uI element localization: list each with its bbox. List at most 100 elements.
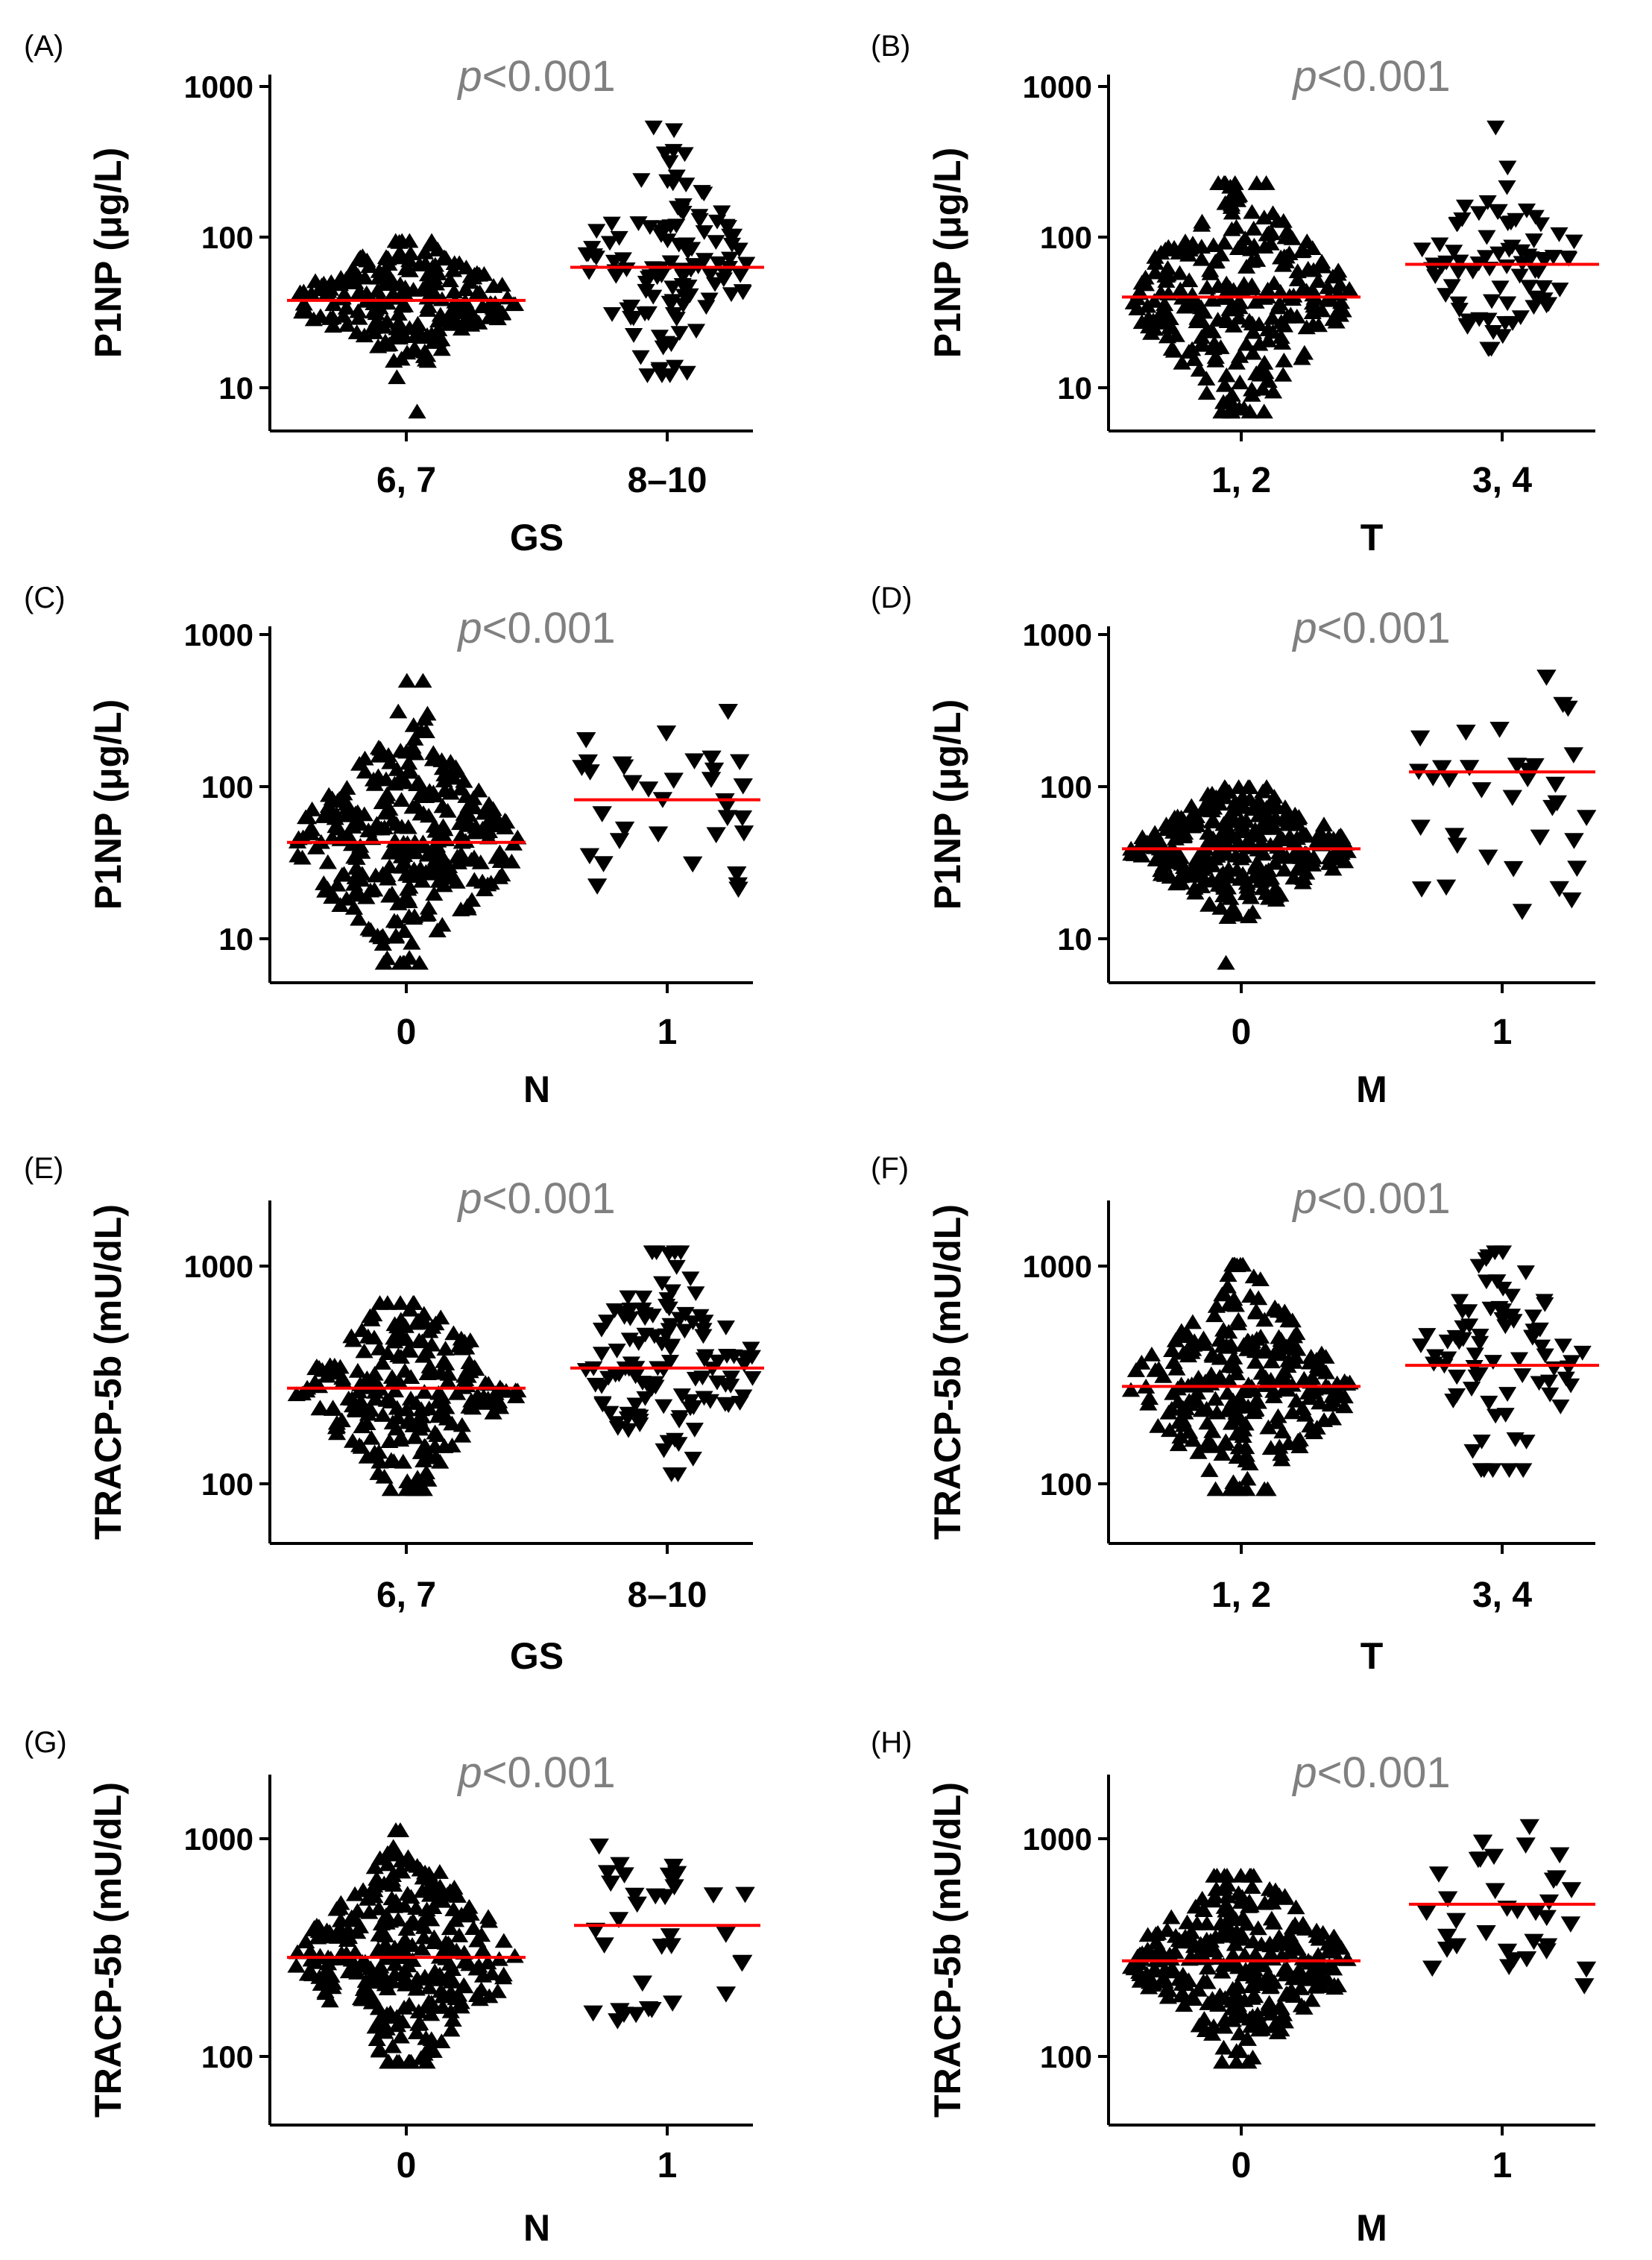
data-point-triangle-up: [432, 2033, 451, 2049]
data-point-triangle-down: [1481, 1301, 1500, 1317]
data-point-triangle-up: [370, 747, 388, 763]
data-point-triangle-down: [1554, 1338, 1572, 1354]
data-point-triangle-up: [1259, 225, 1278, 240]
data-point-triangle-up: [453, 1340, 471, 1356]
data-point-triangle-up: [392, 848, 411, 863]
data-point-triangle-down: [1522, 251, 1540, 266]
data-point-triangle-down: [1539, 1374, 1559, 1390]
data-point-triangle-up: [1295, 2000, 1314, 2015]
data-point-triangle-up: [346, 805, 365, 821]
data-point-triangle-up: [414, 1481, 433, 1496]
data-point-triangle-up: [458, 1907, 476, 1923]
p-value-annotation: p<0.001: [456, 52, 615, 101]
data-point-triangle-down: [694, 1323, 713, 1338]
data-point-triangle-up: [1199, 832, 1218, 848]
data-point-triangle-up: [398, 1342, 417, 1358]
data-point-triangle-down: [1484, 325, 1503, 340]
data-point-triangle-up: [1235, 276, 1253, 292]
data-point-triangle-up: [328, 793, 347, 808]
data-point-triangle-down: [716, 1927, 736, 1943]
data-point-triangle-down: [627, 1896, 647, 1913]
data-point-triangle-down: [583, 241, 602, 256]
data-point-triangle-down: [622, 299, 641, 315]
data-point-triangle-down: [674, 205, 693, 221]
data-point-triangle-up: [1199, 786, 1217, 802]
data-point-triangle-down: [658, 233, 677, 248]
data-point-triangle-up: [1263, 819, 1282, 835]
data-point-triangle-up: [1217, 1902, 1235, 1918]
data-point-triangle-up: [456, 303, 475, 318]
data-point-triangle-up: [378, 1345, 397, 1360]
data-point-triangle-down: [592, 806, 612, 822]
data-point-triangle-up: [379, 256, 398, 271]
data-point-triangle-up: [357, 889, 376, 904]
y-axis-label: P1NP (μg/L): [927, 699, 968, 910]
data-point-triangle-down: [1525, 300, 1543, 315]
data-point-triangle-up: [456, 281, 475, 297]
data-point-triangle-down: [632, 173, 651, 189]
data-point-triangle-up: [441, 272, 459, 288]
data-point-triangle-up: [1172, 854, 1191, 869]
data-point-triangle-down: [1549, 881, 1569, 898]
data-point-triangle-down: [594, 1937, 614, 1954]
data-point-triangle-up: [420, 783, 439, 798]
data-point-triangle-up: [389, 306, 408, 321]
data-point-triangle-up: [420, 1979, 438, 1995]
data-point-triangle-up: [1281, 828, 1299, 843]
data-point-triangle-up: [1259, 1419, 1278, 1435]
data-point-triangle-up: [1233, 1889, 1252, 1904]
data-point-triangle-down: [640, 220, 660, 236]
data-point-triangle-up: [1154, 1969, 1173, 1985]
data-point-triangle-up: [338, 780, 356, 795]
data-point-triangle-up: [1247, 1303, 1266, 1318]
data-point-triangle-up: [1197, 385, 1216, 400]
data-point-triangle-down: [1560, 1916, 1581, 1933]
data-point-triangle-up: [1275, 861, 1294, 877]
data-point-triangle-down: [1456, 724, 1476, 741]
data-point-triangle-up: [1295, 344, 1314, 360]
data-point-triangle-up: [321, 1992, 339, 2008]
data-point-triangle-down: [642, 2002, 662, 2018]
data-point-triangle-up: [1288, 860, 1307, 876]
data-point-triangle-up: [1276, 1986, 1295, 2002]
data-point-triangle-down: [600, 236, 620, 251]
data-point-triangle-down: [1437, 1942, 1457, 1958]
data-point-triangle-up: [1158, 1921, 1176, 1937]
data-point-triangle-up: [1238, 1470, 1257, 1486]
data-point-triangle-up: [1214, 1338, 1233, 1353]
data-point-triangle-down: [1460, 1304, 1478, 1320]
data-point-triangle-up: [507, 1388, 526, 1403]
data-point-triangle-down: [1411, 1338, 1431, 1353]
p-value-annotation: p<0.001: [1291, 1748, 1450, 1797]
data-point-triangle-down: [1469, 206, 1488, 221]
data-point-triangle-up: [1156, 847, 1175, 862]
data-point-triangle-up: [392, 350, 411, 366]
data-point-triangle-down: [1551, 1400, 1570, 1414]
data-point-triangle-up: [388, 2017, 407, 2033]
data-point-triangle-down: [716, 1986, 737, 2003]
data-point-triangle-up: [1207, 1881, 1226, 1896]
data-point-triangle-up: [309, 1929, 327, 1945]
data-point-triangle-down: [1469, 1259, 1488, 1274]
data-point-triangle-up: [1150, 1361, 1168, 1376]
data-point-triangle-up: [1255, 210, 1273, 224]
data-point-triangle-down: [1519, 280, 1539, 295]
data-point-triangle-up: [1283, 230, 1302, 245]
panel-letter: (E): [24, 1152, 63, 1185]
data-point-triangle-up: [1220, 1296, 1238, 1312]
data-point-triangle-up: [476, 1375, 495, 1391]
data-point-triangle-up: [418, 705, 437, 721]
data-point-triangle-up: [1232, 1930, 1250, 1946]
data-point-triangle-up: [1319, 1971, 1337, 1987]
data-point-triangle-up: [1261, 1978, 1280, 1994]
data-point-triangle-down: [1532, 1339, 1551, 1355]
data-point-triangle-up: [365, 1888, 384, 1904]
data-point-triangle-up: [1274, 366, 1293, 382]
data-point-triangle-down: [1470, 1335, 1489, 1351]
data-point-triangle-up: [1216, 195, 1235, 210]
data-point-triangle-up: [430, 1864, 449, 1879]
data-point-triangle-up: [1303, 1971, 1322, 1986]
data-point-triangle-down: [677, 177, 696, 193]
data-point-triangle-up: [461, 268, 480, 283]
data-point-triangle-up: [1173, 1411, 1192, 1427]
